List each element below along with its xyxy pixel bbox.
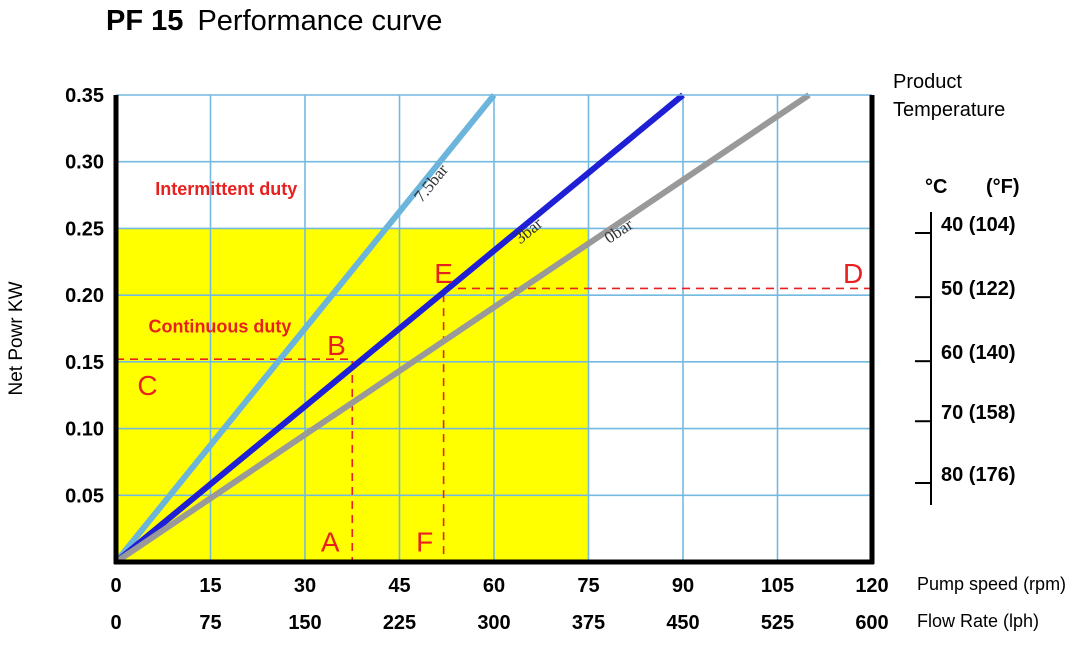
x-tick-label-speed: 105: [761, 575, 794, 597]
annotation-f: F: [416, 526, 433, 557]
chart-title-text: Performance curve: [197, 5, 442, 37]
region-label-1: Continuous duty: [148, 317, 291, 337]
x-tick-label-flow: 600: [855, 612, 888, 634]
series-line-3bar: [114, 92, 685, 565]
y-tick-label: 0.10: [65, 419, 104, 441]
x-tick-label-speed: 120: [855, 575, 888, 597]
x-tick-label-speed: 15: [199, 575, 221, 597]
x-tick-label-speed: 90: [672, 575, 694, 597]
annotation-e: E: [434, 258, 453, 289]
temperature-tick-label: 40 (104): [941, 214, 1016, 236]
y-tick-label: 0.30: [65, 152, 104, 174]
guide-line-1: [442, 287, 872, 562]
temperature-title-line2: Temperature: [893, 99, 1005, 121]
temperature-title-line1: Product: [893, 71, 962, 93]
x-tick-label-flow: 75: [199, 612, 221, 634]
x-tick-label-flow: 375: [572, 612, 605, 634]
x-tick-label-speed: 30: [294, 575, 316, 597]
region-label-0: Intermittent duty: [155, 179, 297, 199]
x-tick-label-flow: 0: [110, 612, 121, 634]
temperature-unit-f: (°F): [986, 176, 1020, 198]
y-tick-label: 0.05: [65, 485, 104, 507]
x-tick-label-speed: 60: [483, 575, 505, 597]
annotation-a: A: [321, 526, 340, 557]
annotation-b: B: [327, 330, 346, 361]
temperature-tick-label: 70 (158): [941, 402, 1016, 424]
x-tick-label-flow: 300: [477, 612, 510, 634]
x-tick-label-flow: 225: [383, 612, 416, 634]
temperature-unit-c: °C: [925, 176, 947, 198]
x-tick-label-flow: 150: [288, 612, 321, 634]
temperature-tick-label: 80 (176): [941, 464, 1016, 486]
y-axis-label: Net Powr KW: [6, 281, 27, 395]
y-tick-label: 0.15: [65, 352, 104, 374]
temperature-scale: Product Temperature °C (°F) 40 (104) 50 (122)…: [893, 71, 1020, 505]
guide-line-0: [116, 358, 354, 562]
y-tick-label: 0.20: [65, 285, 104, 307]
series-line-7-5bar: [113, 93, 497, 564]
x-tick-label-flow: 525: [761, 612, 794, 634]
series-line-0bar: [114, 92, 811, 565]
chart-title-model: PF 15: [106, 5, 183, 37]
y-tick-label: 0.35: [65, 85, 104, 107]
x-tick-label-flow: 450: [666, 612, 699, 634]
x-axis-label-flow-rate: Flow Rate (lph): [917, 611, 1039, 631]
chart-title: PF 15 Performance curve: [106, 5, 442, 37]
annotation-d: D: [843, 258, 863, 289]
x-tick-label-speed: 75: [577, 575, 599, 597]
x-tick-label-speed: 45: [388, 575, 410, 597]
annotation-c: C: [137, 370, 157, 401]
temperature-tick-label: 50 (122): [941, 278, 1016, 300]
y-tick-label: 0.25: [65, 218, 104, 240]
x-axis-label-pump-speed: Pump speed (rpm): [917, 574, 1066, 594]
temperature-tick-label: 60 (140): [941, 342, 1016, 364]
x-tick-label-speed: 0: [110, 575, 121, 597]
